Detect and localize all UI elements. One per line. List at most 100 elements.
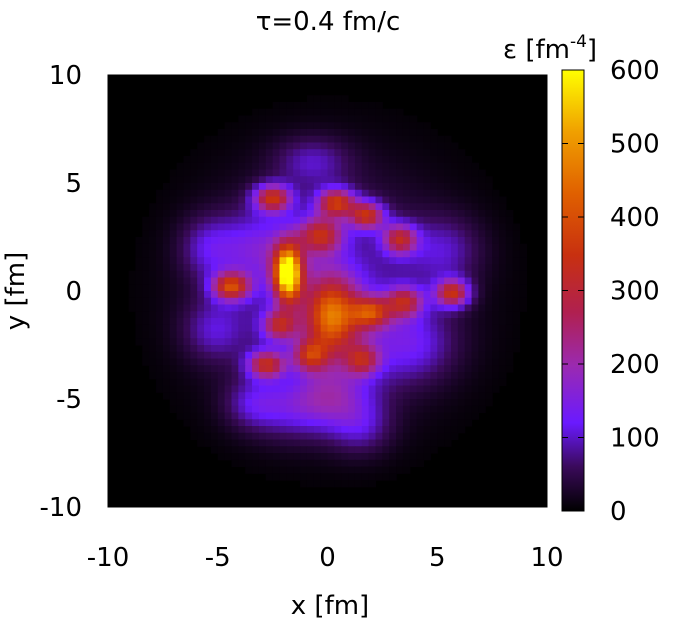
heatmap-cell [176,311,185,319]
heatmap-cell [505,216,514,225]
heatmap-cell [272,210,281,218]
heatmap-cell [512,264,521,272]
heatmap-cell [258,149,267,157]
heatmap-cell [279,432,287,441]
heatmap-cell [498,372,507,380]
heatmap-cell [396,135,404,144]
heatmap-cell [423,210,431,218]
heatmap-cell [389,122,397,130]
heatmap-cell [306,108,315,117]
heatmap-cell [389,264,397,272]
heatmap-cell [306,480,315,488]
heatmap-cell [135,304,143,312]
heatmap-cell [252,399,260,407]
heatmap-cell [183,304,191,312]
heatmap-cell [286,156,294,164]
heatmap-cell [437,412,445,420]
heatmap-cell [471,189,480,198]
heatmap-cell [320,264,329,272]
heatmap-cell [430,149,438,157]
heatmap-cell [190,399,198,407]
heatmap-cell [286,372,294,380]
heatmap-cell [245,331,253,339]
heatmap-cell [450,156,459,164]
heatmap-cell [389,270,397,279]
heatmap-cell [224,385,233,393]
heatmap-cell [402,257,411,265]
heatmap-cell [423,378,431,387]
heatmap-cell [457,311,466,319]
heatmap-cell [313,270,322,279]
heatmap-cell [204,183,212,191]
heatmap-cell [176,392,185,400]
heatmap-cell [327,264,335,272]
heatmap-cell [368,223,377,231]
heatmap-cell [464,196,473,204]
heatmap-cell [327,453,335,461]
heatmap-cell [128,304,137,312]
heatmap-cell [430,365,438,373]
heatmap-cell [361,446,370,454]
heatmap-cell [142,237,150,245]
heatmap-cell [313,237,322,245]
heatmap-cell [354,216,363,225]
heatmap-cell [279,331,287,339]
heatmap-cell [478,378,486,387]
heatmap-cell [354,122,363,130]
heatmap-cell [396,318,404,326]
heatmap-cell [334,480,342,488]
heatmap-cell [498,378,507,387]
heatmap-cell [224,412,233,420]
heatmap-cell [238,446,246,454]
heatmap-cell [245,156,253,164]
heatmap-cell [204,216,212,225]
heatmap-cell [334,318,342,326]
heatmap-cell [478,277,486,285]
heatmap-cell [348,223,356,231]
heatmap-cell [450,162,459,171]
heatmap-cell [313,264,322,272]
heatmap-cell [361,331,370,339]
heatmap-cell [348,439,356,447]
heatmap-cell [416,426,425,434]
heatmap-cell [272,351,281,360]
heatmap-cell [512,243,521,252]
heatmap-cell [265,385,274,393]
heatmap-cell [183,237,191,245]
heatmap-cell [197,270,205,279]
heatmap-cell [485,183,493,191]
heatmap-cell [341,149,349,157]
heatmap-cell [348,318,356,326]
heatmap-cell [197,365,205,373]
heatmap-cell [293,149,301,157]
heatmap-cell [354,176,363,184]
heatmap-cell [450,169,459,177]
heatmap-cell [382,196,390,204]
heatmap-cell [210,284,219,292]
heatmap-cell [375,399,383,407]
heatmap-cell [396,183,404,191]
heatmap-cell [485,304,493,312]
heatmap-cell [190,378,198,387]
heatmap-cell [389,385,397,393]
heatmap-cell [430,223,438,231]
heatmap-cell [423,196,431,204]
heatmap-cell [327,405,335,414]
heatmap-cell [375,446,383,454]
heatmap-cell [437,284,445,292]
heatmap-cell [300,210,308,218]
heatmap-cell [306,169,315,177]
heatmap-cell [231,297,239,306]
heatmap-cell [142,345,150,353]
heatmap-cell [286,419,294,427]
heatmap-cell [416,129,425,137]
heatmap-cell [313,183,322,191]
heatmap-cell [286,129,294,137]
heatmap-cell [300,216,308,225]
heatmap-cell [293,358,301,366]
heatmap-cell [396,331,404,339]
heatmap-cell [354,250,363,258]
heatmap-cell [258,311,267,319]
heatmap-cell [306,142,315,150]
heatmap-cell [375,216,383,225]
